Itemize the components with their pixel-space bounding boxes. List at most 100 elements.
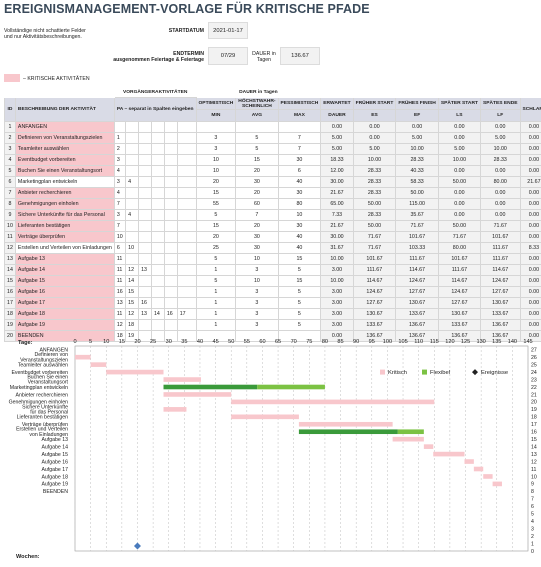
predecessor-input[interactable]: 6 (113, 242, 127, 254)
duration-avg-input[interactable]: 30 (235, 176, 279, 188)
duration-max-input[interactable]: 7 (277, 132, 322, 144)
duration-avg-input[interactable]: 5 (235, 143, 279, 155)
predecessor-input[interactable]: 11 (113, 275, 127, 287)
activity-desc-input[interactable]: Marketingplan entwickeln (14, 176, 115, 188)
duration-min-input[interactable]: 10 (195, 165, 237, 177)
predecessor-input[interactable] (163, 231, 178, 243)
duration-avg-input[interactable]: 20 (235, 220, 279, 232)
predecessor-input[interactable] (150, 253, 165, 265)
duration-min-input[interactable]: 1 (195, 297, 237, 309)
predecessor-input[interactable] (125, 253, 140, 265)
activity-desc-input[interactable]: Erstellen und Verteilen von Einladungen (14, 242, 115, 254)
predecessor-input[interactable] (125, 220, 140, 232)
predecessor-input[interactable] (176, 297, 197, 309)
predecessor-input[interactable]: 19 (125, 330, 140, 342)
predecessor-input[interactable] (138, 275, 152, 287)
predecessor-input[interactable]: 10 (125, 242, 140, 254)
duration-avg-input[interactable]: 3 (235, 297, 279, 309)
activity-desc-input[interactable]: Teamleiter auswählen (14, 143, 115, 155)
duration-avg-input[interactable] (235, 121, 279, 133)
duration-min-input[interactable]: 5 (195, 275, 237, 287)
predecessor-input[interactable] (138, 330, 152, 342)
duration-avg-input[interactable]: 30 (235, 231, 279, 243)
predecessor-input[interactable]: 15 (125, 297, 140, 309)
predecessor-input[interactable] (176, 176, 197, 188)
predecessor-input[interactable] (150, 165, 165, 177)
activity-desc-input[interactable]: Aufgabe 19 (14, 319, 115, 331)
predecessor-input[interactable]: 12 (125, 308, 140, 320)
predecessor-input[interactable] (163, 220, 178, 232)
predecessor-input[interactable] (176, 286, 197, 298)
predecessor-input[interactable] (176, 242, 197, 254)
duration-min-input[interactable]: 1 (195, 264, 237, 276)
duration-max-input[interactable]: 6 (277, 165, 322, 177)
duration-min-input[interactable]: 3 (195, 132, 237, 144)
duration-max-input[interactable]: 10 (277, 209, 322, 221)
duration-max-input[interactable]: 30 (277, 220, 322, 232)
duration-avg-input[interactable]: 3 (235, 308, 279, 320)
predecessor-input[interactable] (163, 209, 178, 221)
activity-desc-input[interactable]: Genehmigungen einholen (14, 198, 115, 210)
predecessor-input[interactable] (150, 297, 165, 309)
predecessor-input[interactable]: 11 (113, 253, 127, 265)
predecessor-input[interactable] (125, 165, 140, 177)
predecessor-input[interactable] (138, 187, 152, 199)
duration-max-input[interactable]: 80 (277, 198, 322, 210)
duration-min-input[interactable] (195, 121, 237, 133)
duration-min-input[interactable]: 3 (195, 143, 237, 155)
predecessor-input[interactable] (125, 132, 140, 144)
predecessor-input[interactable] (176, 319, 197, 331)
predecessor-input[interactable] (138, 220, 152, 232)
duration-max-input[interactable]: 7 (277, 143, 322, 155)
predecessor-input[interactable] (138, 231, 152, 243)
predecessor-input[interactable]: 7 (113, 198, 127, 210)
duration-max-input[interactable]: 5 (277, 264, 322, 276)
predecessor-input[interactable] (176, 132, 197, 144)
activity-desc-input[interactable]: Aufgabe 17 (14, 297, 115, 309)
duration-max-input[interactable]: 5 (277, 286, 322, 298)
predecessor-input[interactable] (150, 143, 165, 155)
predecessor-input[interactable] (176, 209, 197, 221)
predecessor-input[interactable] (163, 242, 178, 254)
activity-desc-input[interactable]: Definieren von Veranstaltungszielen (14, 132, 115, 144)
predecessor-input[interactable] (176, 264, 197, 276)
duration-avg-input[interactable]: 20 (235, 165, 279, 177)
predecessor-input[interactable] (125, 187, 140, 199)
predecessor-input[interactable] (163, 253, 178, 265)
duration-max-input[interactable]: 30 (277, 154, 322, 166)
predecessor-input[interactable]: 2 (113, 143, 127, 155)
duration-max-input[interactable] (277, 121, 322, 133)
predecessor-input[interactable]: 14 (150, 308, 165, 320)
predecessor-input[interactable]: 3 (113, 209, 127, 221)
duration-avg-input[interactable]: 30 (235, 242, 279, 254)
predecessor-input[interactable]: 16 (113, 286, 127, 298)
predecessor-input[interactable]: 4 (113, 165, 127, 177)
predecessor-input[interactable]: 18 (125, 319, 140, 331)
predecessor-input[interactable]: 3 (113, 176, 127, 188)
predecessor-input[interactable] (176, 231, 197, 243)
predecessor-input[interactable] (163, 176, 178, 188)
predecessor-input[interactable] (176, 275, 197, 287)
duration-min-input[interactable]: 1 (195, 308, 237, 320)
activity-desc-input[interactable]: Aufgabe 14 (14, 264, 115, 276)
activity-desc-input[interactable]: BEENDEN (14, 330, 115, 342)
predecessor-input[interactable] (176, 165, 197, 177)
duration-max-input[interactable]: 40 (277, 176, 322, 188)
duration-avg-input[interactable]: 15 (235, 154, 279, 166)
predecessor-input[interactable] (138, 121, 152, 133)
predecessor-input[interactable] (150, 319, 165, 331)
predecessor-input[interactable] (150, 209, 165, 221)
duration-min-input[interactable]: 5 (195, 209, 237, 221)
activity-desc-input[interactable]: Eventbudget vorbereiten (14, 154, 115, 166)
predecessor-input[interactable]: 11 (113, 308, 127, 320)
predecessor-input[interactable] (163, 319, 178, 331)
activity-desc-input[interactable]: Sichere Unterkünfte für das Personal (14, 209, 115, 221)
predecessor-input[interactable] (163, 264, 178, 276)
predecessor-input[interactable] (150, 275, 165, 287)
predecessor-input[interactable]: 15 (125, 286, 140, 298)
predecessor-input[interactable] (150, 330, 165, 342)
predecessor-input[interactable] (150, 286, 165, 298)
predecessor-input[interactable]: 13 (138, 264, 152, 276)
activity-desc-input[interactable]: Lieferanten bestätigen (14, 220, 115, 232)
duration-min-input[interactable]: 5 (195, 253, 237, 265)
